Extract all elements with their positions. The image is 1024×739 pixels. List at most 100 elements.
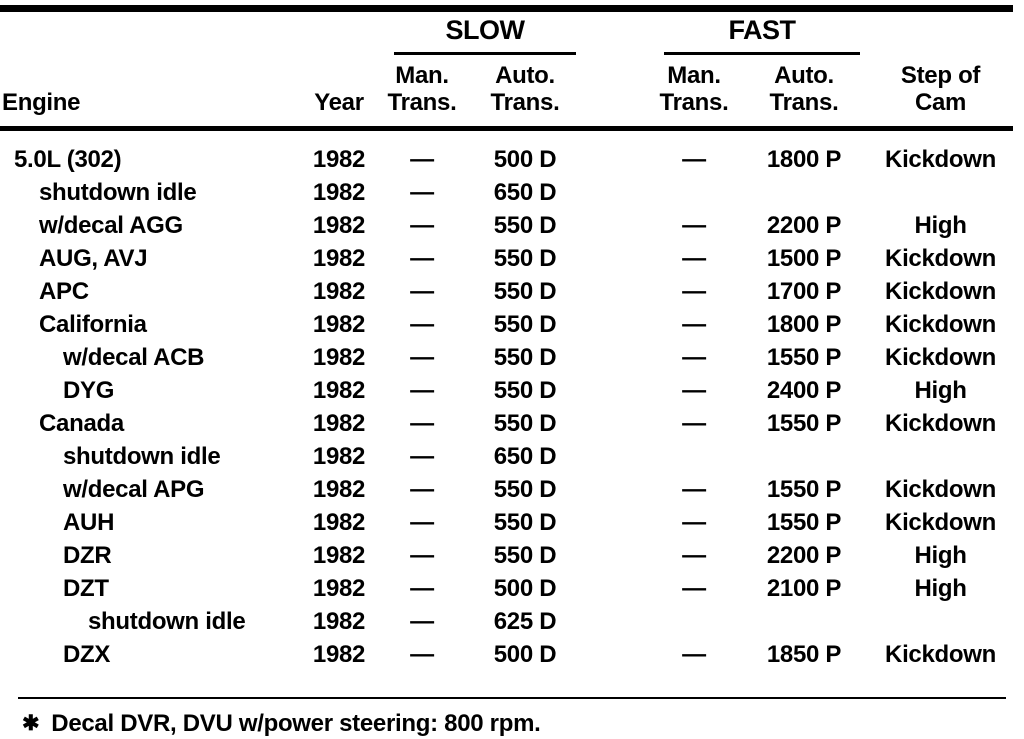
column-gap — [584, 572, 648, 605]
table-row: w/decal AGG 1982 — 550 D — 2200 P High — [0, 209, 1013, 242]
trans-label: Trans. — [387, 89, 457, 116]
engine-cell: w/decal ACB — [63, 344, 205, 371]
slow-man-trans-cell: — — [410, 443, 434, 470]
slow-man-trans-cell: — — [410, 608, 434, 635]
fast-man-trans-cell: — — [682, 377, 706, 404]
slow-auto-trans-cell: 550 D — [493, 476, 557, 503]
column-gap — [584, 242, 648, 275]
slow-auto-trans-cell: 500 D — [493, 146, 557, 173]
fast-man-trans-cell: — — [682, 542, 706, 569]
step-of-cam-cell — [868, 440, 1013, 473]
table-header: SLOW FAST Engine Year Man. Trans. Auto. … — [0, 12, 1014, 129]
auto-label: Auto. — [774, 62, 834, 89]
slow-man-trans-cell: — — [410, 278, 434, 305]
fast-man-trans-cell: — — [682, 212, 706, 239]
engine-cell: 5.0L (302) — [14, 146, 122, 173]
top-rule — [0, 5, 1013, 12]
step-of-cam-cell — [868, 605, 1013, 638]
step-of-cam-cell: High — [914, 212, 967, 239]
engine-cell: APC — [39, 278, 89, 305]
slow-auto-trans-cell: 550 D — [493, 377, 557, 404]
fast-auto-trans-cell: 1500 P — [766, 245, 842, 272]
fast-man-trans-header: Man. Trans. — [648, 55, 740, 129]
year-cell: 1982 — [312, 641, 366, 668]
step-of-cam-cell: Kickdown — [885, 278, 996, 305]
group-header-row: SLOW FAST — [0, 12, 1013, 55]
fast-auto-trans-cell: 2200 P — [766, 542, 842, 569]
slow-auto-trans-cell: 650 D — [493, 443, 557, 470]
year-cell: 1982 — [312, 179, 366, 206]
year-cell: 1982 — [312, 377, 366, 404]
table-row: AUG, AVJ 1982 — 550 D — 1500 P Kickdown — [0, 242, 1013, 275]
fast-man-trans-cell: — — [682, 146, 706, 173]
table-row: DZT 1982 — 500 D — 2100 P High — [0, 572, 1013, 605]
slow-man-trans-cell: — — [410, 212, 434, 239]
slow-man-trans-cell: — — [410, 641, 434, 668]
slow-auto-trans-cell: 500 D — [493, 641, 557, 668]
engine-cell: w/decal AGG — [39, 212, 183, 239]
engine-cell: shutdown idle — [39, 179, 197, 206]
column-gap — [584, 308, 648, 341]
trans-label: Trans. — [490, 89, 560, 116]
slow-man-trans-cell: — — [410, 377, 434, 404]
slow-man-trans-cell: — — [410, 476, 434, 503]
year-cell: 1982 — [312, 344, 366, 371]
fast-auto-trans-cell — [740, 440, 868, 473]
slow-auto-trans-header: Auto. Trans. — [466, 55, 584, 129]
footnote-rule — [18, 697, 1006, 699]
table-row: shutdown idle 1982 — 650 D — [0, 440, 1013, 473]
trans-label: Trans. — [769, 89, 839, 116]
table-row: shutdown idle 1982 — 650 D — [0, 176, 1013, 209]
column-gap — [584, 440, 648, 473]
slow-auto-trans-cell: 550 D — [493, 542, 557, 569]
slow-auto-trans-cell: 625 D — [493, 608, 557, 635]
year-cell: 1982 — [312, 311, 366, 338]
fast-man-trans-cell: — — [682, 575, 706, 602]
fast-man-trans-cell: — — [682, 476, 706, 503]
step-of-cam-cell: High — [914, 377, 967, 404]
table-row: APC 1982 — 550 D — 1700 P Kickdown — [0, 275, 1013, 308]
fast-man-trans-cell: — — [682, 278, 706, 305]
slow-man-trans-cell: — — [410, 410, 434, 437]
slow-man-trans-cell: — — [410, 344, 434, 371]
fast-man-trans-cell: — — [682, 410, 706, 437]
auto-label: Auto. — [495, 62, 555, 89]
column-gap — [584, 209, 648, 242]
slow-auto-trans-cell: 550 D — [493, 278, 557, 305]
column-gap — [584, 129, 648, 177]
engine-column-header: Engine — [2, 89, 81, 116]
year-column-header: Year — [314, 89, 364, 116]
table-row: DZX 1982 — 500 D — 1850 P Kickdown — [0, 638, 1013, 671]
fast-auto-trans-cell: 1550 P — [766, 476, 842, 503]
table-row: California 1982 — 550 D — 1800 P Kickdow… — [0, 308, 1013, 341]
slow-man-trans-cell: — — [410, 311, 434, 338]
column-gap — [584, 473, 648, 506]
slow-man-trans-cell: — — [410, 146, 434, 173]
table-row: w/decal APG 1982 — 550 D — 1550 P Kickdo… — [0, 473, 1013, 506]
step-of-cam-line2: Cam — [914, 89, 967, 116]
fast-auto-trans-cell: 2400 P — [766, 377, 842, 404]
fast-group-label: FAST — [664, 15, 861, 55]
step-of-cam-cell: High — [914, 542, 967, 569]
fast-man-trans-cell — [648, 440, 740, 473]
step-of-cam-cell: High — [914, 575, 967, 602]
year-cell: 1982 — [312, 410, 366, 437]
column-gap — [584, 12, 648, 55]
column-gap — [584, 341, 648, 374]
column-gap — [584, 407, 648, 440]
year-cell: 1982 — [312, 146, 366, 173]
year-cell: 1982 — [312, 212, 366, 239]
fast-auto-trans-header: Auto. Trans. — [740, 55, 868, 129]
table-row: AUH 1982 — 550 D — 1550 P Kickdown — [0, 506, 1013, 539]
fast-auto-trans-cell: 1850 P — [766, 641, 842, 668]
table-row: DYG 1982 — 550 D — 2400 P High — [0, 374, 1013, 407]
engine-cell: DYG — [63, 377, 115, 404]
column-gap — [584, 275, 648, 308]
man-label: Man. — [395, 62, 449, 89]
slow-auto-trans-cell: 550 D — [493, 344, 557, 371]
step-of-cam-line1: Step of — [900, 62, 981, 89]
slow-man-trans-cell: — — [410, 509, 434, 536]
fast-man-trans-cell — [648, 176, 740, 209]
year-cell: 1982 — [312, 443, 366, 470]
